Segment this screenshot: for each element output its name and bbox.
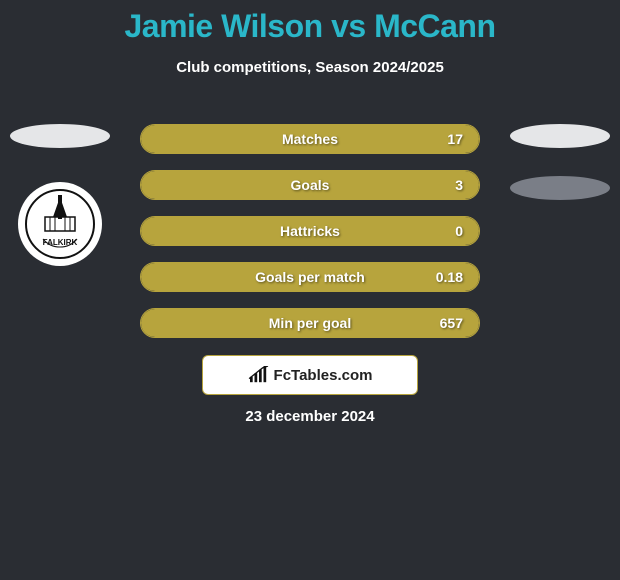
stat-label: Goals [291, 177, 330, 193]
stat-row: Matches 17 [140, 124, 480, 154]
falkirk-badge-icon: FALKIRK [25, 189, 95, 259]
stat-value: 657 [440, 315, 463, 331]
stat-row: Goals 3 [140, 170, 480, 200]
stat-label: Min per goal [269, 315, 351, 331]
stat-row: Min per goal 657 [140, 308, 480, 338]
club-badge-left: FALKIRK [18, 182, 102, 266]
stat-value: 0.18 [436, 269, 463, 285]
comparison-card: Jamie Wilson vs McCann Club competitions… [0, 0, 620, 580]
brand-badge[interactable]: FcTables.com [202, 355, 418, 395]
club-badge-label: FALKIRK [43, 238, 78, 247]
bar-chart-icon [248, 366, 270, 384]
stat-value: 17 [447, 131, 463, 147]
right-avatar-column [510, 124, 610, 200]
player-avatar-placeholder-right [510, 124, 610, 148]
stat-label: Hattricks [280, 223, 340, 239]
stat-label: Goals per match [255, 269, 365, 285]
left-avatar-column: FALKIRK [10, 124, 110, 266]
player-avatar-placeholder-left [10, 124, 110, 148]
stat-row: Goals per match 0.18 [140, 262, 480, 292]
stat-value: 3 [455, 177, 463, 193]
stat-row: Hattricks 0 [140, 216, 480, 246]
stat-label: Matches [282, 131, 338, 147]
date-label: 23 december 2024 [0, 408, 620, 425]
stats-list: Matches 17 Goals 3 Hattricks 0 Goals per match… [140, 124, 480, 338]
club-badge-placeholder-right [510, 176, 610, 200]
brand-label: FcTables.com [274, 367, 373, 384]
page-title: Jamie Wilson vs McCann [0, 0, 620, 45]
stat-value: 0 [455, 223, 463, 239]
subtitle: Club competitions, Season 2024/2025 [0, 59, 620, 76]
